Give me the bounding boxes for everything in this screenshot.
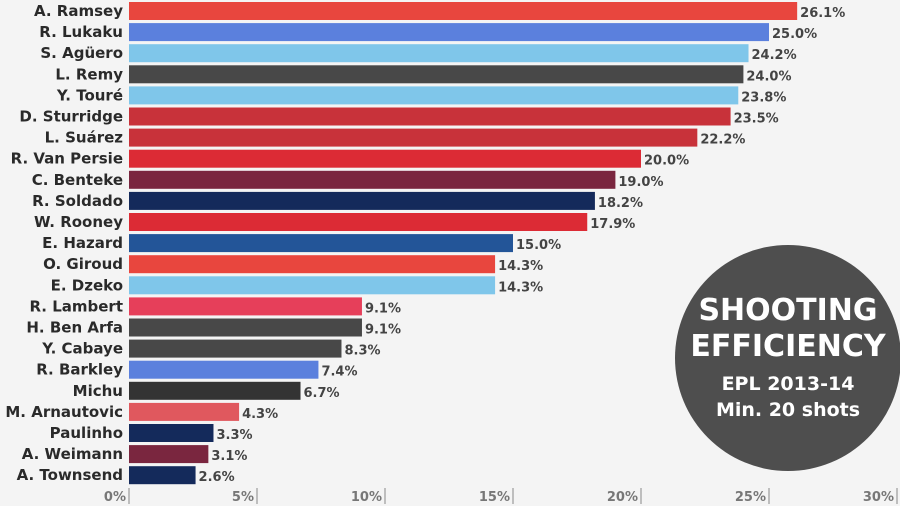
value-label: 4.3% [242,407,278,422]
value-label: 6.7% [304,386,340,401]
value-label: 23.5% [734,112,779,127]
value-label: 2.6% [199,470,235,485]
player-label: O. Giroud [43,255,123,273]
bar [129,402,240,421]
bar [129,213,588,231]
value-label: 24.2% [752,48,797,63]
chart-title-line-1: SHOOTING [698,293,878,328]
bar [129,107,731,126]
player-label: S. Agüero [40,44,123,62]
title-badge: SHOOTING EFFICIENCY EPL 2013-14 Min. 20 … [675,245,900,471]
bar [129,360,319,379]
bar [129,128,698,147]
player-label: D. Sturridge [19,108,123,126]
value-label: 20.0% [644,154,689,169]
value-label: 8.3% [344,344,380,359]
player-label: R. Van Persie [11,150,123,168]
bar [129,191,595,210]
chart-subtitle-season: EPL 2013-14 [721,373,855,395]
player-label: R. Soldado [32,192,123,210]
player-label: R. Lambert [29,297,123,315]
player-label: E. Dzeko [51,276,123,294]
bar [129,339,342,358]
x-tick-label: 10% [351,490,382,505]
player-label: E. Hazard [42,234,123,252]
player-label: W. Rooney [34,213,123,231]
value-label: 17.9% [590,217,635,232]
value-label: 19.0% [618,175,663,190]
value-label: 25.0% [772,27,817,42]
player-label: C. Benteke [32,171,123,189]
value-label: 18.2% [598,196,643,211]
player-label: Paulinho [50,424,123,442]
x-tick-label: 20% [607,490,638,505]
x-tick-label: 5% [232,490,254,505]
player-label: A. Townsend [17,466,123,484]
player-label: L. Remy [55,65,123,83]
chart-subtitle-criteria: Min. 20 shots [715,399,861,421]
player-label: Y. Touré [56,86,123,104]
x-tick-label: 15% [479,490,510,505]
bar [129,2,798,20]
value-label: 15.0% [516,238,561,253]
value-label: 9.1% [365,323,401,338]
bar [129,466,196,485]
value-label: 24.0% [746,69,791,84]
bar [129,255,496,274]
bar [129,381,301,400]
value-label: 22.2% [700,133,745,148]
bar [129,318,362,337]
bar [129,297,362,316]
bar [129,170,616,189]
player-label: M. Arnautovic [5,403,123,421]
bar [129,424,214,442]
bar [129,445,209,464]
x-tick-label: 25% [735,490,766,505]
x-tick-label: 30% [863,490,894,505]
player-label: Y. Cabaye [41,340,123,358]
player-label: L. Suárez [45,129,124,147]
value-label: 26.1% [800,6,845,21]
player-label: R. Barkley [36,361,123,379]
value-label: 7.4% [321,365,357,380]
bar [129,44,749,63]
player-label: Michu [73,382,123,400]
value-label: 3.3% [216,428,252,443]
bar [129,234,513,253]
player-label: A. Weimann [22,445,123,463]
player-label: A. Ramsey [34,2,123,20]
value-label: 23.8% [741,90,786,105]
x-tick-label: 0% [104,490,126,505]
bar [129,65,744,84]
value-label: 3.1% [211,449,247,464]
value-label: 14.3% [498,259,543,274]
bar [129,86,739,105]
value-label: 9.1% [365,301,401,316]
bar [129,276,496,295]
player-label: R. Lukaku [39,23,123,41]
chart-title-line-2: EFFICIENCY [690,329,886,364]
bar [129,149,641,168]
player-label: H. Ben Arfa [26,319,123,337]
value-label: 14.3% [498,280,543,295]
bar [129,23,769,42]
